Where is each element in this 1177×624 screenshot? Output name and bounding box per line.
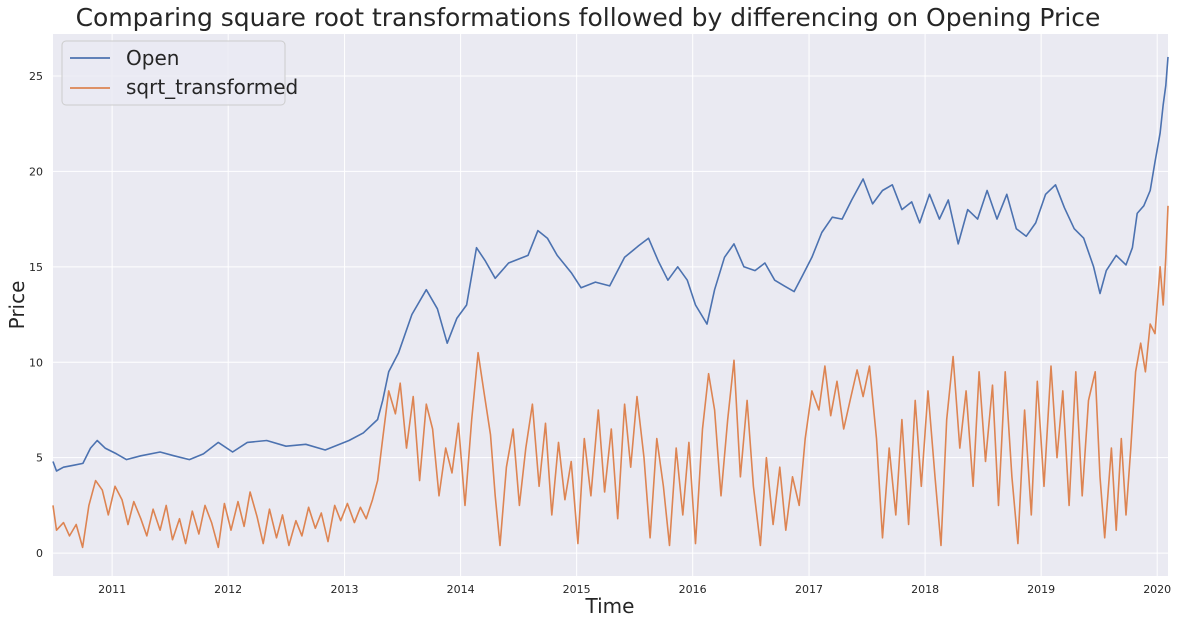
x-tick-label: 2019 [1027,583,1055,596]
x-axis-label: Time [585,594,635,618]
series-line-open [52,56,1169,472]
y-axis-label: Price [5,281,29,330]
y-tick-label: 5 [36,452,43,465]
x-tick-label: 2014 [447,583,475,596]
x-tick-label: 2020 [1143,583,1171,596]
y-axis-ticks: 0 5 10 15 20 25 [29,70,43,560]
x-tick-label: 2016 [679,583,707,596]
legend-label-open: Open [126,46,179,70]
chart-title: Comparing square root transformations fo… [76,3,1101,32]
series-line-sqrt-transformed [52,205,1169,549]
x-tick-label: 2011 [98,583,126,596]
x-axis-ticks: 2011 2012 2013 2014 2015 2016 2017 2018 2019 2020 [98,583,1171,596]
series-layer [52,56,1169,549]
x-tick-label: 2018 [911,583,939,596]
plot-area [53,34,1168,576]
y-tick-label: 0 [36,547,43,560]
x-tick-label: 2012 [214,583,242,596]
y-tick-label: 20 [29,165,43,178]
y-tick-label: 10 [29,356,43,369]
x-tick-label: 2013 [331,583,359,596]
x-tick-label: 2015 [563,583,591,596]
legend-box [61,40,286,106]
legend-label-sqrt-transformed: sqrt_transformed [126,75,298,99]
x-tick-label: 2017 [795,583,823,596]
legend: Open sqrt_transformed [61,40,298,106]
y-tick-label: 15 [29,261,43,274]
y-tick-label: 25 [29,70,43,83]
